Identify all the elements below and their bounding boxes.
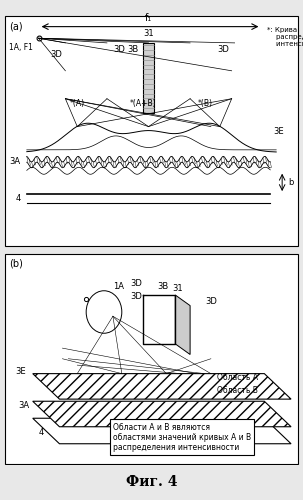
- FancyBboxPatch shape: [5, 16, 298, 246]
- Text: Фиг. 4: Фиг. 4: [126, 475, 177, 489]
- FancyBboxPatch shape: [143, 43, 155, 112]
- Text: Область A: Область A: [217, 373, 258, 382]
- Text: 3B: 3B: [158, 282, 169, 290]
- Text: 4: 4: [15, 194, 21, 203]
- Text: (a): (a): [9, 22, 23, 32]
- Text: *(B): *(B): [198, 98, 212, 108]
- Text: *(A+B): *(A+B): [129, 98, 156, 108]
- Polygon shape: [33, 418, 291, 444]
- Text: *: Крива
    распределения
    интенсивности: *: Крива распределения интенсивности: [267, 26, 303, 46]
- Text: 3E: 3E: [273, 126, 284, 136]
- Text: 3D: 3D: [113, 45, 125, 54]
- Polygon shape: [33, 401, 291, 427]
- Text: 31: 31: [172, 284, 183, 292]
- Text: 3B: 3B: [128, 45, 139, 54]
- FancyBboxPatch shape: [5, 254, 298, 464]
- Polygon shape: [33, 374, 291, 399]
- Text: 3D: 3D: [131, 280, 143, 288]
- Text: 3D: 3D: [131, 292, 143, 301]
- Text: 3D: 3D: [217, 45, 229, 54]
- Text: (b): (b): [9, 259, 23, 269]
- Text: 3E: 3E: [15, 366, 25, 376]
- Text: 3A: 3A: [10, 157, 21, 166]
- Text: 4: 4: [39, 428, 44, 437]
- Polygon shape: [175, 295, 190, 354]
- Text: 3A: 3A: [18, 400, 29, 409]
- Text: 1A, F1: 1A, F1: [9, 43, 33, 52]
- Text: 1A: 1A: [113, 282, 124, 290]
- Text: 3D: 3D: [51, 50, 62, 59]
- Text: Область B: Область B: [217, 386, 258, 395]
- Text: Области A и B являются
областями значений кривых A и B
распределения интенсивнос: Области A и B являются областями значени…: [113, 422, 251, 452]
- Text: *(A): *(A): [70, 98, 85, 108]
- Text: 31: 31: [143, 29, 154, 38]
- Text: f₁: f₁: [145, 13, 152, 23]
- Text: 3D: 3D: [205, 296, 217, 306]
- Text: b: b: [288, 178, 294, 187]
